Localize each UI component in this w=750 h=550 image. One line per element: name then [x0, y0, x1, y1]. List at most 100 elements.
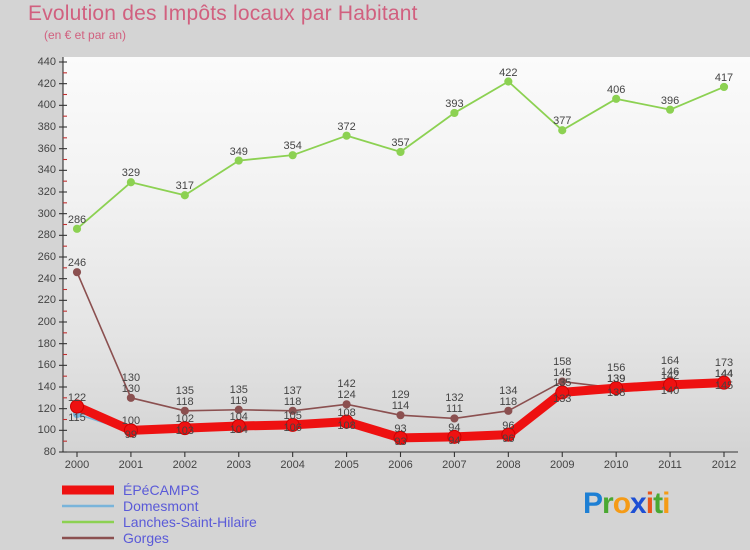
axes — [59, 57, 738, 457]
data-point-label: 145 — [714, 379, 734, 392]
data-point-label: 329 — [121, 167, 141, 180]
data-point-label: 124 — [337, 389, 356, 402]
y-axis-tick-label: 400 — [37, 99, 56, 112]
y-axis-tick-label: 140 — [37, 381, 56, 393]
data-point-label: 406 — [606, 83, 626, 96]
data-point-label: 93 — [394, 435, 407, 448]
proxiti-logo[interactable]: Proxiti — [583, 487, 670, 521]
data-point-label: 164 — [660, 354, 680, 367]
y-axis-tick-label: 80 — [43, 446, 56, 458]
legend-swatch-lanches-saint-hilaire — [62, 520, 114, 524]
data-point-label: 114 — [391, 400, 410, 413]
data-point-label: 130 — [121, 371, 141, 384]
x-axis-tick-label: 2012 — [711, 459, 737, 471]
data-point-label: 94 — [448, 434, 461, 447]
data-point-label: 94 — [448, 421, 461, 434]
legend-item[interactable]: Domesmont — [60, 498, 257, 514]
x-axis-tick-label: 2004 — [280, 459, 305, 471]
data-point-label: 130 — [121, 382, 141, 395]
data-point-label: 104 — [229, 424, 248, 436]
y-axis-tick-label: 440 — [37, 56, 56, 68]
legend-item[interactable]: Gorges — [60, 530, 257, 546]
y-axis-tick-label: 240 — [37, 272, 56, 285]
y-axis-tick-label: 380 — [37, 121, 56, 133]
data-point-label: 135 — [229, 383, 248, 396]
data-point-label: 144 — [714, 367, 734, 380]
x-axis-tick-label: 2003 — [226, 459, 251, 471]
data-point-label: 156 — [606, 362, 626, 375]
legend-swatch-epecamps — [62, 485, 114, 495]
data-point-label: 349 — [229, 145, 248, 158]
data-point-label: 104 — [229, 411, 248, 423]
data-point-label: 119 — [229, 394, 248, 407]
data-point-label: 317 — [175, 180, 195, 193]
legend-item[interactable]: ÉPéCAMPS — [60, 482, 257, 498]
y-axis-tick-label: 280 — [37, 229, 56, 242]
x-axis-tick-label: 2011 — [658, 459, 682, 471]
legend-item[interactable]: Lanches-Saint-Hilaire — [60, 514, 257, 530]
data-point-label: 145 — [553, 366, 572, 379]
data-point-label: 96 — [502, 432, 515, 445]
data-point-label: 132 — [445, 392, 464, 405]
data-point-label: 129 — [391, 389, 410, 402]
data-point-label: 96 — [502, 419, 515, 432]
data-point-label: 111 — [446, 403, 463, 416]
legend-swatch-domesmont — [62, 504, 114, 508]
logo-letter: P — [583, 487, 603, 520]
data-point-label: 99 — [124, 429, 138, 442]
data-point-label: 354 — [283, 140, 302, 153]
logo-letter: t — [653, 487, 663, 520]
data-point-label: 122 — [67, 391, 87, 404]
legend-label-epecamps: ÉPéCAMPS — [123, 482, 200, 498]
y-axis-tick-label: 200 — [37, 316, 56, 328]
data-point-label: 135 — [175, 384, 195, 397]
data-point-label: 139 — [606, 373, 626, 386]
x-axis-tick-label: 2005 — [334, 459, 359, 471]
data-point-label: 138 — [606, 387, 626, 400]
data-point-label: 393 — [445, 97, 464, 110]
data-point-label: 422 — [499, 66, 518, 79]
y-axis-tick-label: 360 — [37, 142, 56, 155]
x-axis-tick-label: 2010 — [603, 459, 629, 471]
data-point-label: 417 — [714, 71, 734, 84]
data-point-label: 142 — [660, 369, 680, 382]
y-axis-tick-label: 220 — [37, 294, 56, 307]
chart-legend: ÉPéCAMPS Domesmont Lanches-Saint-Hilaire… — [60, 482, 257, 546]
data-point-label: 140 — [660, 385, 680, 397]
data-point-label: 106 — [283, 421, 302, 434]
chart-subtitle: (en € et par an) — [44, 28, 127, 42]
data-point-label: 158 — [553, 355, 572, 368]
logo-letter: i — [645, 487, 654, 520]
y-axis-tick-label: 120 — [37, 402, 56, 415]
data-point-label: 173 — [714, 356, 734, 369]
y-axis-tick-label: 340 — [37, 164, 56, 177]
x-axis-tick-label: 2002 — [172, 459, 198, 471]
y-axis-tick-label: 160 — [37, 359, 56, 372]
logo-letter: r — [602, 487, 614, 520]
data-point-label: 108 — [337, 406, 356, 419]
data-point-label: 100 — [121, 415, 141, 428]
data-point-label: 118 — [499, 395, 518, 408]
data-point-label: 139 — [606, 373, 626, 386]
page-title: Evolution des Impôts locaux par Habitant — [28, 2, 418, 25]
data-point-label: 396 — [660, 94, 680, 107]
data-point-label: 357 — [391, 136, 410, 149]
x-axis-tick-label: 2006 — [388, 459, 413, 471]
data-point-label: 134 — [499, 384, 518, 397]
data-point-label: 286 — [67, 213, 87, 226]
data-point-label: 144 — [714, 367, 734, 380]
x-axis-tick-label: 2008 — [496, 459, 521, 471]
logo-letter: i — [662, 487, 670, 520]
y-axis-tick-label: 300 — [37, 207, 56, 220]
data-point-label: 115 — [68, 412, 86, 425]
data-point-label: 105 — [283, 409, 302, 422]
data-point-label: 377 — [553, 115, 572, 128]
y-axis-tick-label: 320 — [37, 186, 56, 198]
data-point-label: 108 — [337, 419, 356, 432]
data-point-label: 103 — [175, 425, 195, 438]
data-point-label: 93 — [394, 422, 407, 435]
x-axis-tick-label: 2001 — [118, 459, 144, 471]
y-axis-tick-label: 100 — [37, 424, 56, 437]
data-point-label: 102 — [175, 413, 195, 426]
